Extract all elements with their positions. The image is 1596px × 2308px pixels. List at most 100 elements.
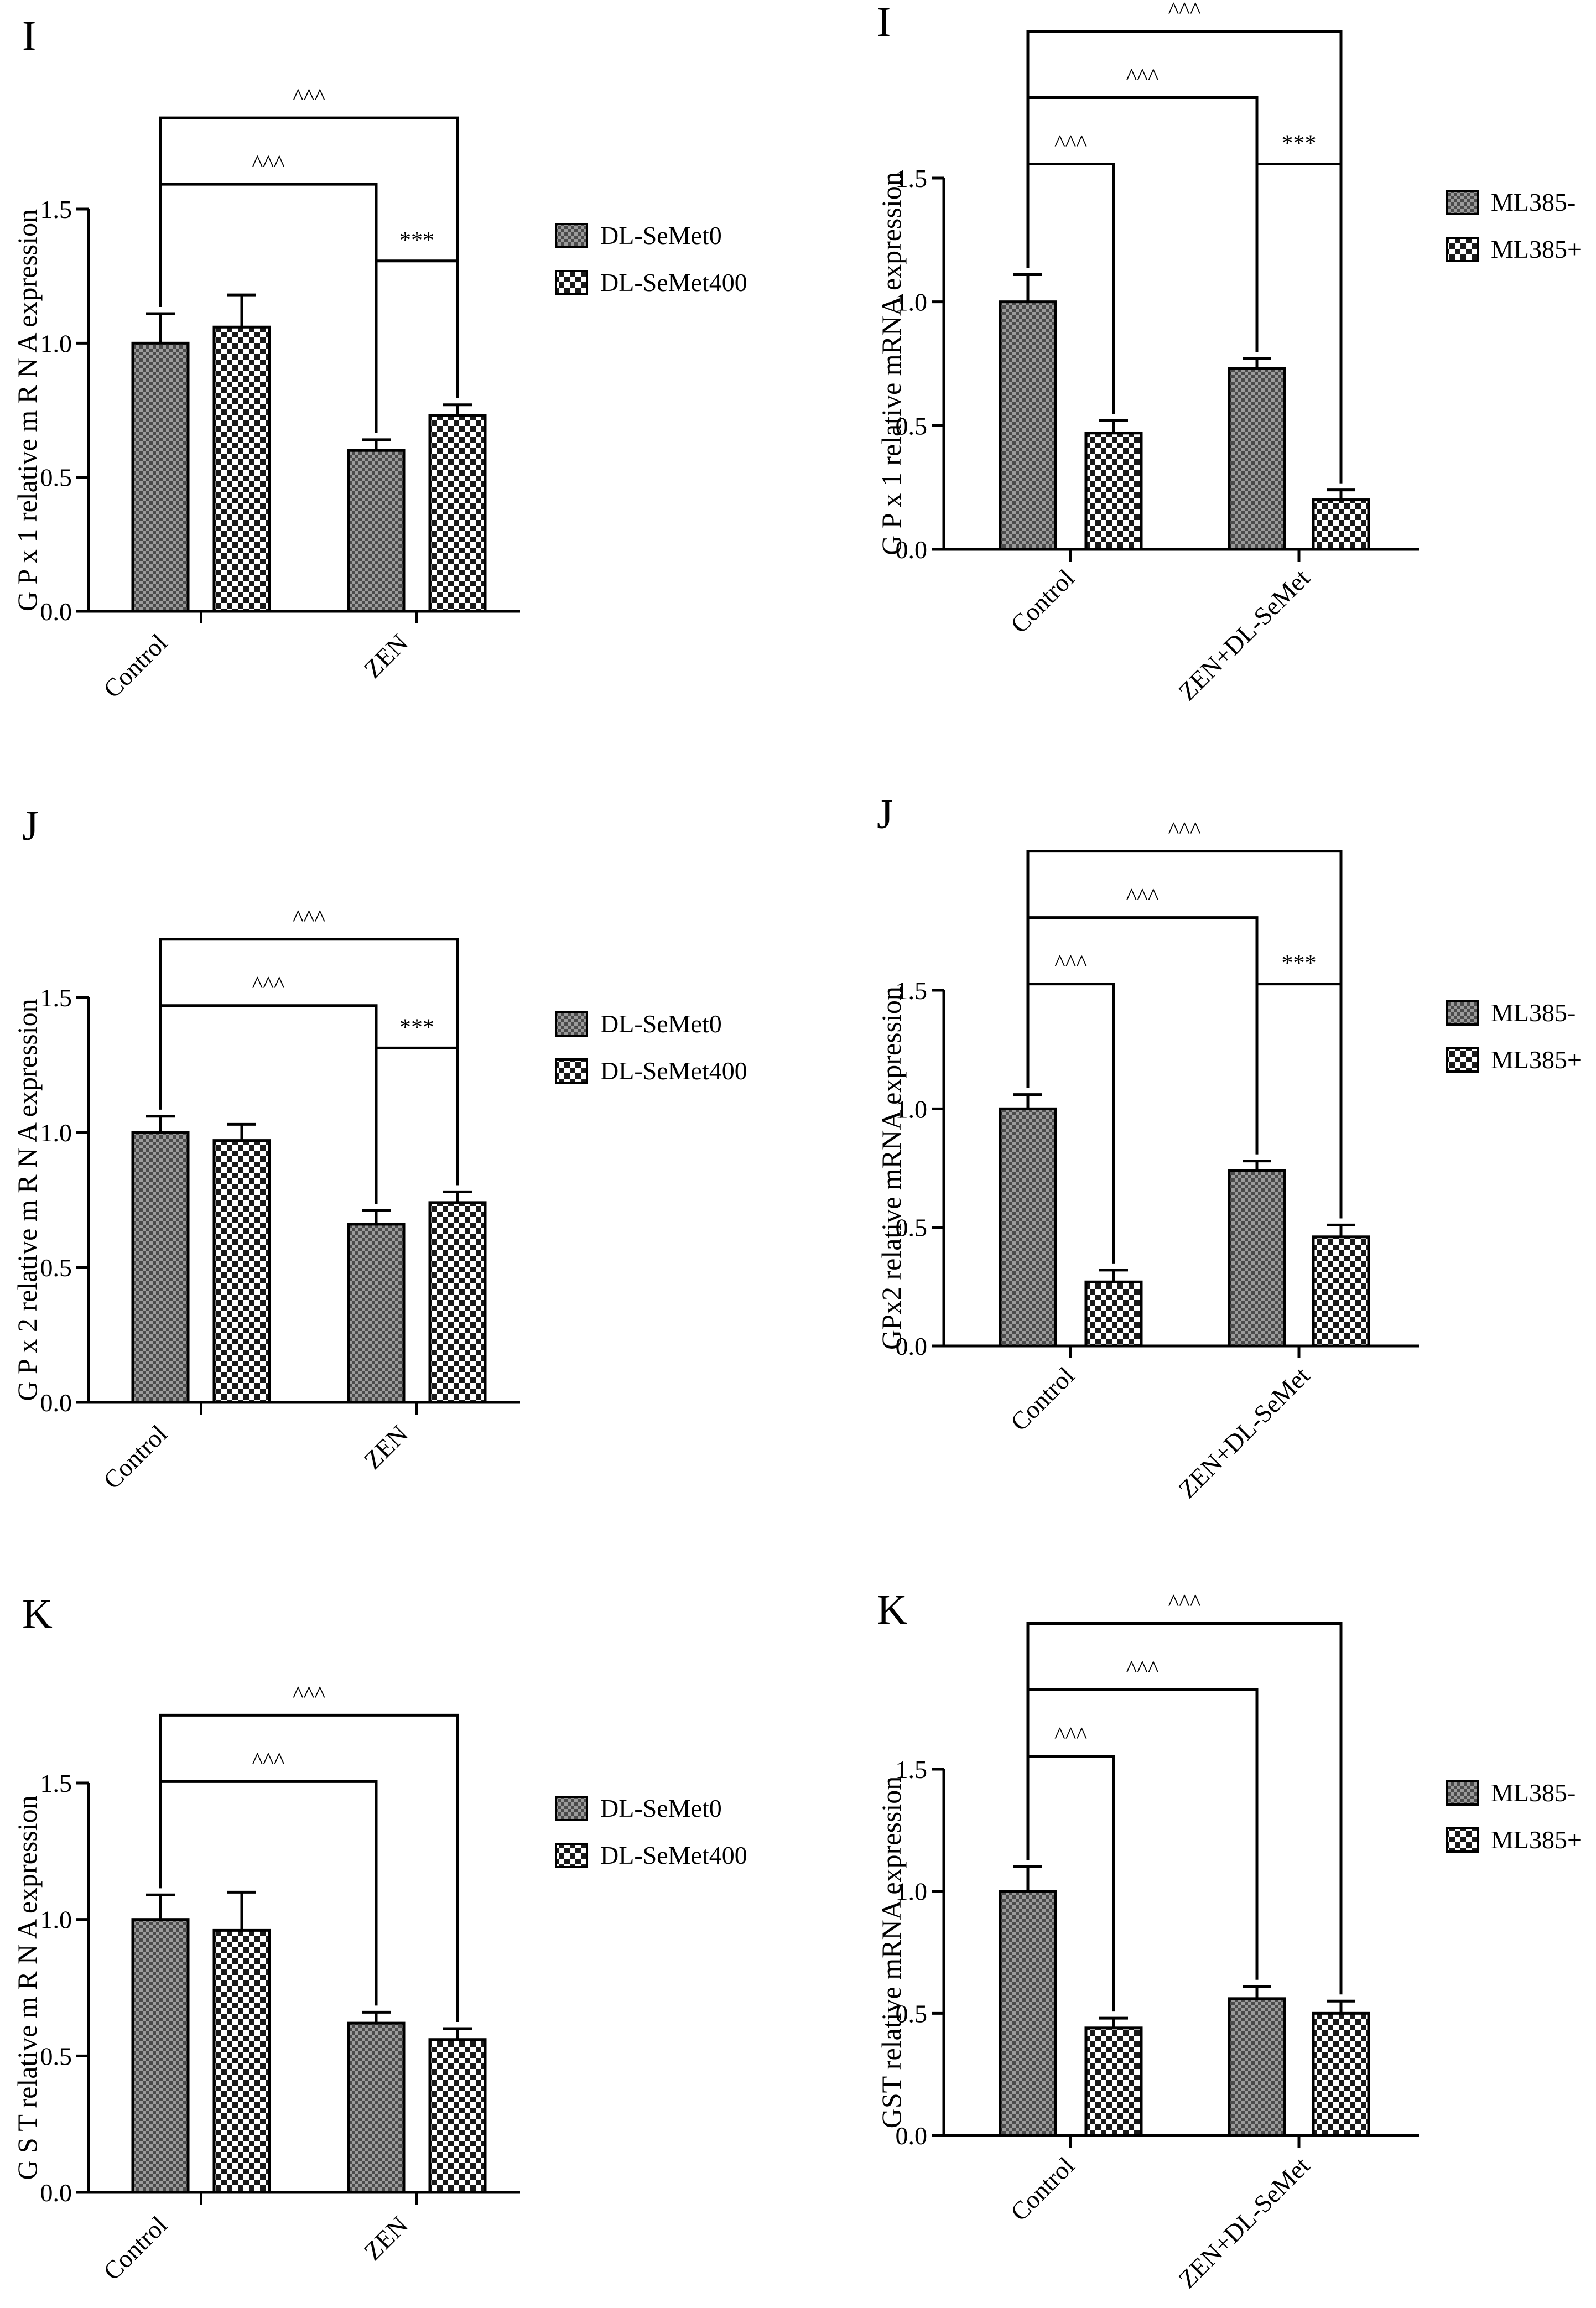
y-tick-label: 1.5 (40, 984, 72, 1012)
significance-label: ^^^ (1126, 1657, 1158, 1682)
x-category-label: ZEN (358, 628, 413, 683)
bar-ML385--ZEN+DL-SeMet (1228, 367, 1286, 551)
significance-label: ^^^ (1054, 1723, 1087, 1749)
x-category-label: Control (98, 628, 173, 703)
legend-swatch (1446, 1047, 1479, 1073)
significance-label: ^^^ (252, 973, 284, 998)
legend-swatch (555, 1796, 588, 1821)
y-tick-label: 0.5 (896, 1999, 928, 2028)
legend-label: DL-SeMet0 (600, 1794, 722, 1822)
legend-swatch (555, 1011, 588, 1037)
bar-ML385--ZEN+DL-SeMet (1228, 1997, 1286, 2137)
chart-panel-5: K 0.0 0.5 1.0 1.5G S T relative m R N A expr… (12, 1591, 747, 2285)
chart-panel-3: J 0.0 0.5 1.0 1.5G P x 2 relative m R N A ex… (12, 803, 747, 1494)
y-axis-label: G P x 2 relative m R N A expression (12, 999, 43, 1401)
x-category-label: Control (98, 2211, 173, 2285)
significance-bracket (1026, 162, 1115, 414)
significance-label: ^^^ (1054, 131, 1087, 156)
x-category-label: ZEN (358, 2211, 413, 2265)
bar-DL-SeMet400-ZEN (428, 1201, 487, 1404)
y-tick-label: 0.5 (896, 1214, 928, 1242)
x-category-label: Control (1005, 564, 1080, 638)
y-tick-label: 1.0 (40, 329, 72, 357)
significance-bracket (159, 116, 459, 398)
legend-label: ML385- (1491, 1779, 1576, 1807)
legend-label: DL-SeMet0 (600, 1010, 722, 1038)
bar-ML385+-ZEN+DL-SeMet (1312, 1235, 1370, 1348)
significance-bracket (1255, 983, 1343, 1219)
bar-DL-SeMet400-Control (212, 1928, 271, 2194)
bar-ML385--ZEN+DL-SeMet (1228, 1169, 1286, 1348)
bar-DL-SeMet0-Control (131, 1918, 190, 2194)
y-axis-label: G S T relative m R N A expression (12, 1795, 43, 2180)
legend-label: DL-SeMet0 (600, 221, 722, 249)
bar-DL-SeMet0-ZEN (347, 449, 406, 613)
bar-ML385--Control (999, 1107, 1057, 1348)
significance-label: *** (399, 228, 434, 253)
x-category-label: Control (1005, 2151, 1080, 2226)
y-tick-label: 0.0 (896, 1332, 928, 1360)
significance-bracket (1026, 1755, 1115, 2012)
legend-label: DL-SeMet400 (600, 268, 747, 297)
y-tick-label: 0.5 (40, 464, 72, 492)
bar-DL-SeMet400-Control (212, 325, 271, 613)
y-tick-label: 0.5 (40, 1254, 72, 1282)
bar-ML385--Control (999, 300, 1057, 551)
x-category-label: Control (98, 1420, 173, 1494)
bar-ML385+-Control (1084, 432, 1143, 551)
y-tick-label: 1.5 (896, 164, 928, 193)
y-tick-label: 1.5 (896, 1755, 928, 1784)
legend-swatch (1446, 1780, 1479, 1806)
y-tick-label: 0.0 (896, 536, 928, 564)
legend-swatch (555, 270, 588, 295)
bar-DL-SeMet0-Control (131, 1131, 190, 1404)
bar-DL-SeMet0-Control (131, 341, 190, 613)
legend-swatch (1446, 1827, 1479, 1853)
y-axis-label: GST relative mRNA expression (876, 1776, 907, 2129)
y-tick-label: 1.0 (896, 288, 928, 316)
significance-label: ^^^ (1168, 818, 1200, 844)
legend-label: DL-SeMet400 (600, 1057, 747, 1085)
bar-DL-SeMet0-ZEN (347, 2021, 406, 2194)
significance-bracket (159, 1780, 378, 2006)
bar-ML385+-Control (1084, 2026, 1143, 2137)
legend-swatch (1446, 237, 1479, 262)
x-category-label: Control (1005, 1361, 1080, 1436)
significance-label: ^^^ (1054, 951, 1087, 976)
chart-panel-1: I 0.0 0.5 1.0 1.5G P x 1 relative m R N A ex… (12, 13, 747, 703)
significance-bracket (375, 259, 459, 433)
significance-bracket (1026, 850, 1343, 1219)
y-tick-label: 1.0 (40, 1119, 72, 1147)
significance-label: ^^^ (293, 85, 325, 110)
significance-label: *** (1282, 131, 1317, 156)
significance-label: ^^^ (1168, 0, 1200, 23)
bar-DL-SeMet0-ZEN (347, 1223, 406, 1404)
panel-letter: K (877, 1587, 907, 1633)
significance-bracket (159, 938, 459, 1186)
y-tick-label: 1.0 (40, 1906, 72, 1934)
legend-label: ML385+ (1491, 1046, 1582, 1074)
y-tick-label: 0.0 (40, 2179, 72, 2207)
legend-swatch (1446, 190, 1479, 215)
panel-letter: I (22, 13, 36, 59)
significance-label: ^^^ (1126, 885, 1158, 910)
bar-DL-SeMet400-ZEN (428, 414, 487, 613)
bar-ML385+-Control (1084, 1280, 1143, 1348)
legend-label: DL-SeMet400 (600, 1841, 747, 1869)
y-tick-label: 1.0 (896, 1878, 928, 1906)
significance-label: *** (399, 1015, 434, 1040)
significance-label: ^^^ (252, 1748, 284, 1774)
y-tick-label: 1.5 (896, 976, 928, 1005)
x-category-label: ZEN (358, 1420, 413, 1474)
significance-bracket (1026, 29, 1343, 484)
panel-letter: J (877, 791, 893, 838)
significance-bracket (1026, 1622, 1343, 1995)
y-tick-label: 0.0 (40, 1389, 72, 1417)
significance-label: *** (1282, 951, 1317, 976)
significance-bracket (1026, 983, 1115, 1264)
significance-label: ^^^ (293, 906, 325, 932)
bar-DL-SeMet400-Control (212, 1139, 271, 1404)
panel-letter: K (22, 1591, 53, 1638)
